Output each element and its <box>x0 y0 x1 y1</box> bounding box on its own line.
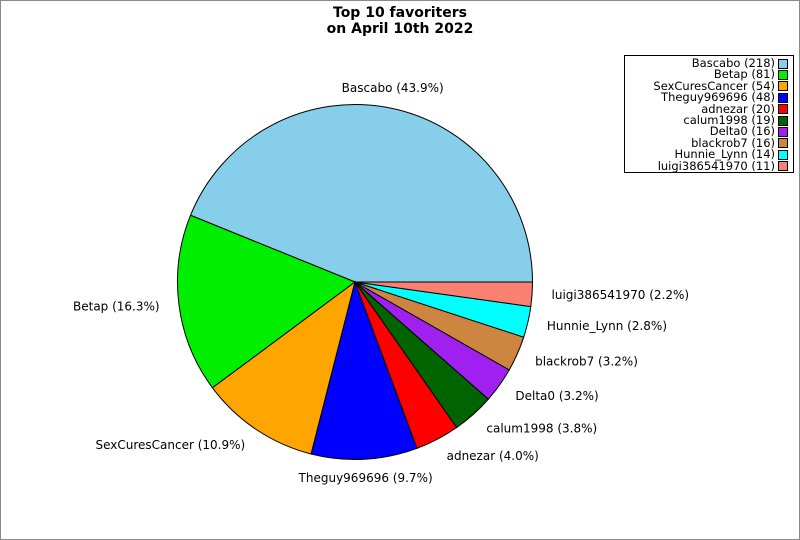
legend-item-luigi386541970: luigi386541970 (11) <box>625 158 793 173</box>
legend-swatch-luigi386541970 <box>778 161 788 172</box>
legend-label-Betap: Betap (81) <box>713 67 775 82</box>
legend-item-calum1998: calum1998 (19) <box>625 112 793 127</box>
pie-label-Delta0: Delta0 (3.2%) <box>515 389 598 403</box>
legend-swatch-calum1998 <box>778 115 788 126</box>
chart-title-line1: Top 10 favoriters <box>333 5 467 21</box>
pie-label-adnezar: adnezar (4.0%) <box>447 449 539 463</box>
pie-label-calum1998: calum1998 (3.8%) <box>486 421 597 435</box>
legend-item-Hunnie_Lynn: Hunnie_Lynn (14) <box>625 147 793 162</box>
legend-label-SexCuresCancer: SexCuresCancer (54) <box>653 78 775 93</box>
legend-item-SexCuresCancer: SexCuresCancer (54) <box>625 78 793 93</box>
pie-slice-Bascabo <box>189 104 534 283</box>
legend-item-Delta0: Delta0 (16) <box>625 124 793 139</box>
legend-swatch-adnezar <box>778 104 788 115</box>
pie-label-SexCuresCancer: SexCuresCancer (10.9%) <box>95 438 245 452</box>
pie-label-Bascabo: Bascabo (43.9%) <box>342 81 444 95</box>
pie-slice-SexCuresCancer <box>211 280 356 455</box>
legend-label-Bascabo: Bascabo (218) <box>691 56 775 70</box>
pie-label-Hunnie_Lynn: Hunnie_Lynn (2.8%) <box>547 319 667 333</box>
legend-item-blackrob7: blackrob7 (16) <box>625 135 793 150</box>
pie-label-blackrob7: blackrob7 (3.2%) <box>535 354 638 368</box>
legend-label-blackrob7: blackrob7 (16) <box>691 135 775 150</box>
legend-swatch-Theguy969696 <box>778 92 788 103</box>
legend-swatch-Betap <box>778 70 788 81</box>
legend: Bascabo (218) Betap (81) SexCuresCancer (5… <box>624 55 794 173</box>
legend-item-Betap: Betap (81) <box>625 67 793 82</box>
pie-slice-Theguy969696 <box>310 280 418 460</box>
legend-swatch-Hunnie_Lynn <box>778 149 788 160</box>
legend-label-Theguy969696: Theguy969696 (48) <box>661 90 775 105</box>
legend-swatch-Delta0 <box>778 127 788 138</box>
pie-slice-Betap <box>177 214 357 389</box>
legend-label-luigi386541970: luigi386541970 (11) <box>657 158 775 173</box>
legend-item-adnezar: adnezar (20) <box>625 101 793 116</box>
pie-label-Betap: Betap (16.3%) <box>73 299 160 313</box>
legend-item-Bascabo: Bascabo (218) <box>625 56 793 70</box>
legend-label-Hunnie_Lynn: Hunnie_Lynn (14) <box>674 147 775 162</box>
pie-slice-luigi386541970 <box>354 281 534 308</box>
legend-swatch-SexCuresCancer <box>778 81 788 92</box>
chart-title-line2: on April 10th 2022 <box>326 20 474 37</box>
legend-label-calum1998: calum1998 (19) <box>683 112 775 127</box>
legend-swatch-blackrob7 <box>778 138 788 149</box>
legend-swatch-Bascabo <box>778 58 788 69</box>
legend-item-Theguy969696: Theguy969696 (48) <box>625 90 793 105</box>
pie-label-Theguy969696: Theguy969696 (9.7%) <box>298 471 433 485</box>
legend-label-Delta0: Delta0 (16) <box>709 124 775 139</box>
legend-label-adnezar: adnezar (20) <box>701 101 775 116</box>
pie-label-luigi386541970: luigi386541970 (2.2%) <box>552 288 690 302</box>
chart-title: Top 10 favoriters on April 10th 2022 <box>1 5 799 37</box>
